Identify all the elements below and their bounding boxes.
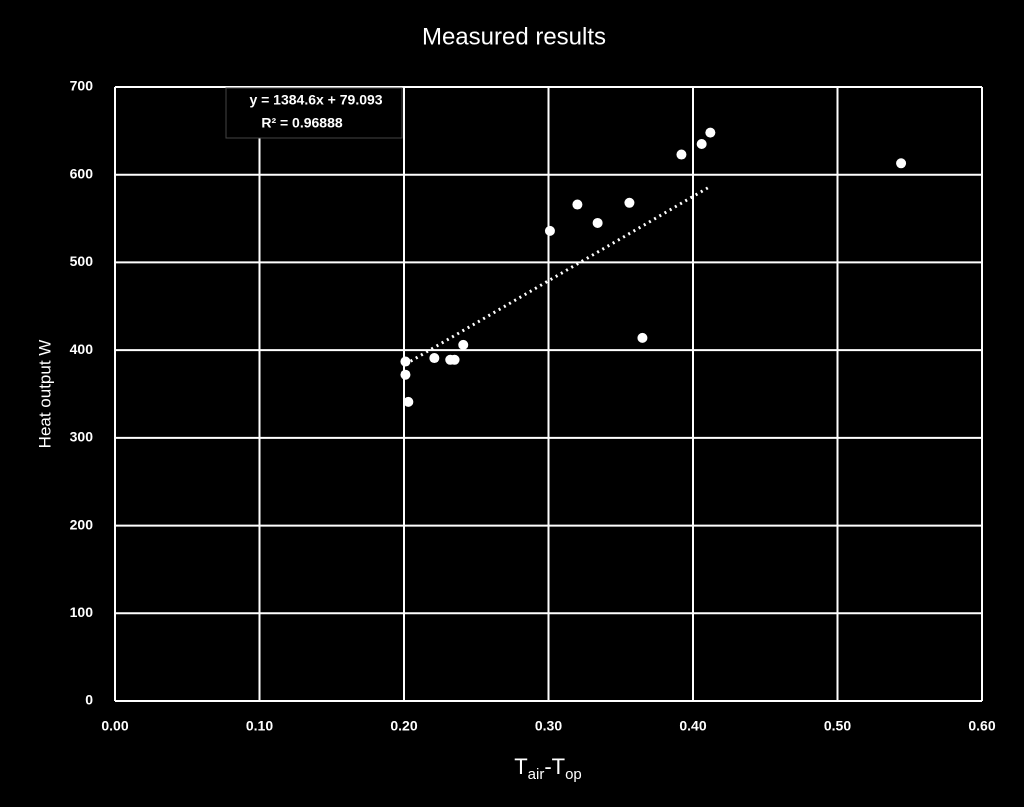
point (403, 396, 414, 407)
point (624, 197, 635, 208)
point (449, 354, 460, 365)
x-tick-label: 0.00 (101, 718, 128, 734)
chart-title: Measured results (422, 23, 606, 50)
y-tick-label: 300 (70, 429, 94, 445)
point (676, 149, 687, 160)
y-axis-label: Heat output W (35, 340, 54, 449)
point (544, 225, 555, 236)
y-tick-label: 500 (70, 253, 94, 269)
y-tick-label: 400 (70, 341, 94, 357)
point (896, 158, 907, 169)
point (696, 139, 707, 150)
y-tick-label: 200 (70, 516, 94, 532)
point (705, 127, 716, 138)
point (572, 199, 583, 210)
annotation-box (225, 87, 403, 139)
x-tick-label: 0.40 (679, 718, 706, 734)
x-tick-label: 0.60 (968, 718, 995, 734)
point (592, 217, 603, 228)
point (400, 356, 411, 367)
x-tick-label: 0.20 (390, 718, 417, 734)
x-tick-label: 0.30 (535, 718, 562, 734)
y-tick-label: 700 (70, 78, 94, 94)
y-tick-label: 0 (85, 692, 93, 708)
x-tick-label: 0.10 (246, 718, 273, 734)
x-label-part: -T (544, 754, 565, 779)
x-axis-label: Tair-Top (514, 754, 582, 783)
y-tick-label: 600 (70, 165, 94, 181)
point (637, 332, 648, 343)
point (429, 353, 440, 364)
r-squared: R² = 0.96888 (261, 115, 343, 131)
x-label-sub: air (528, 766, 545, 783)
y-tick-label: 100 (70, 604, 94, 620)
x-label-sub: op (565, 766, 582, 783)
equation: y = 1384.6x + 79.093 (249, 92, 382, 108)
x-tick-label: 0.50 (824, 718, 851, 734)
x-label-part: T (514, 754, 527, 779)
point (458, 339, 469, 350)
point (400, 369, 411, 380)
trendline (404, 185, 712, 366)
